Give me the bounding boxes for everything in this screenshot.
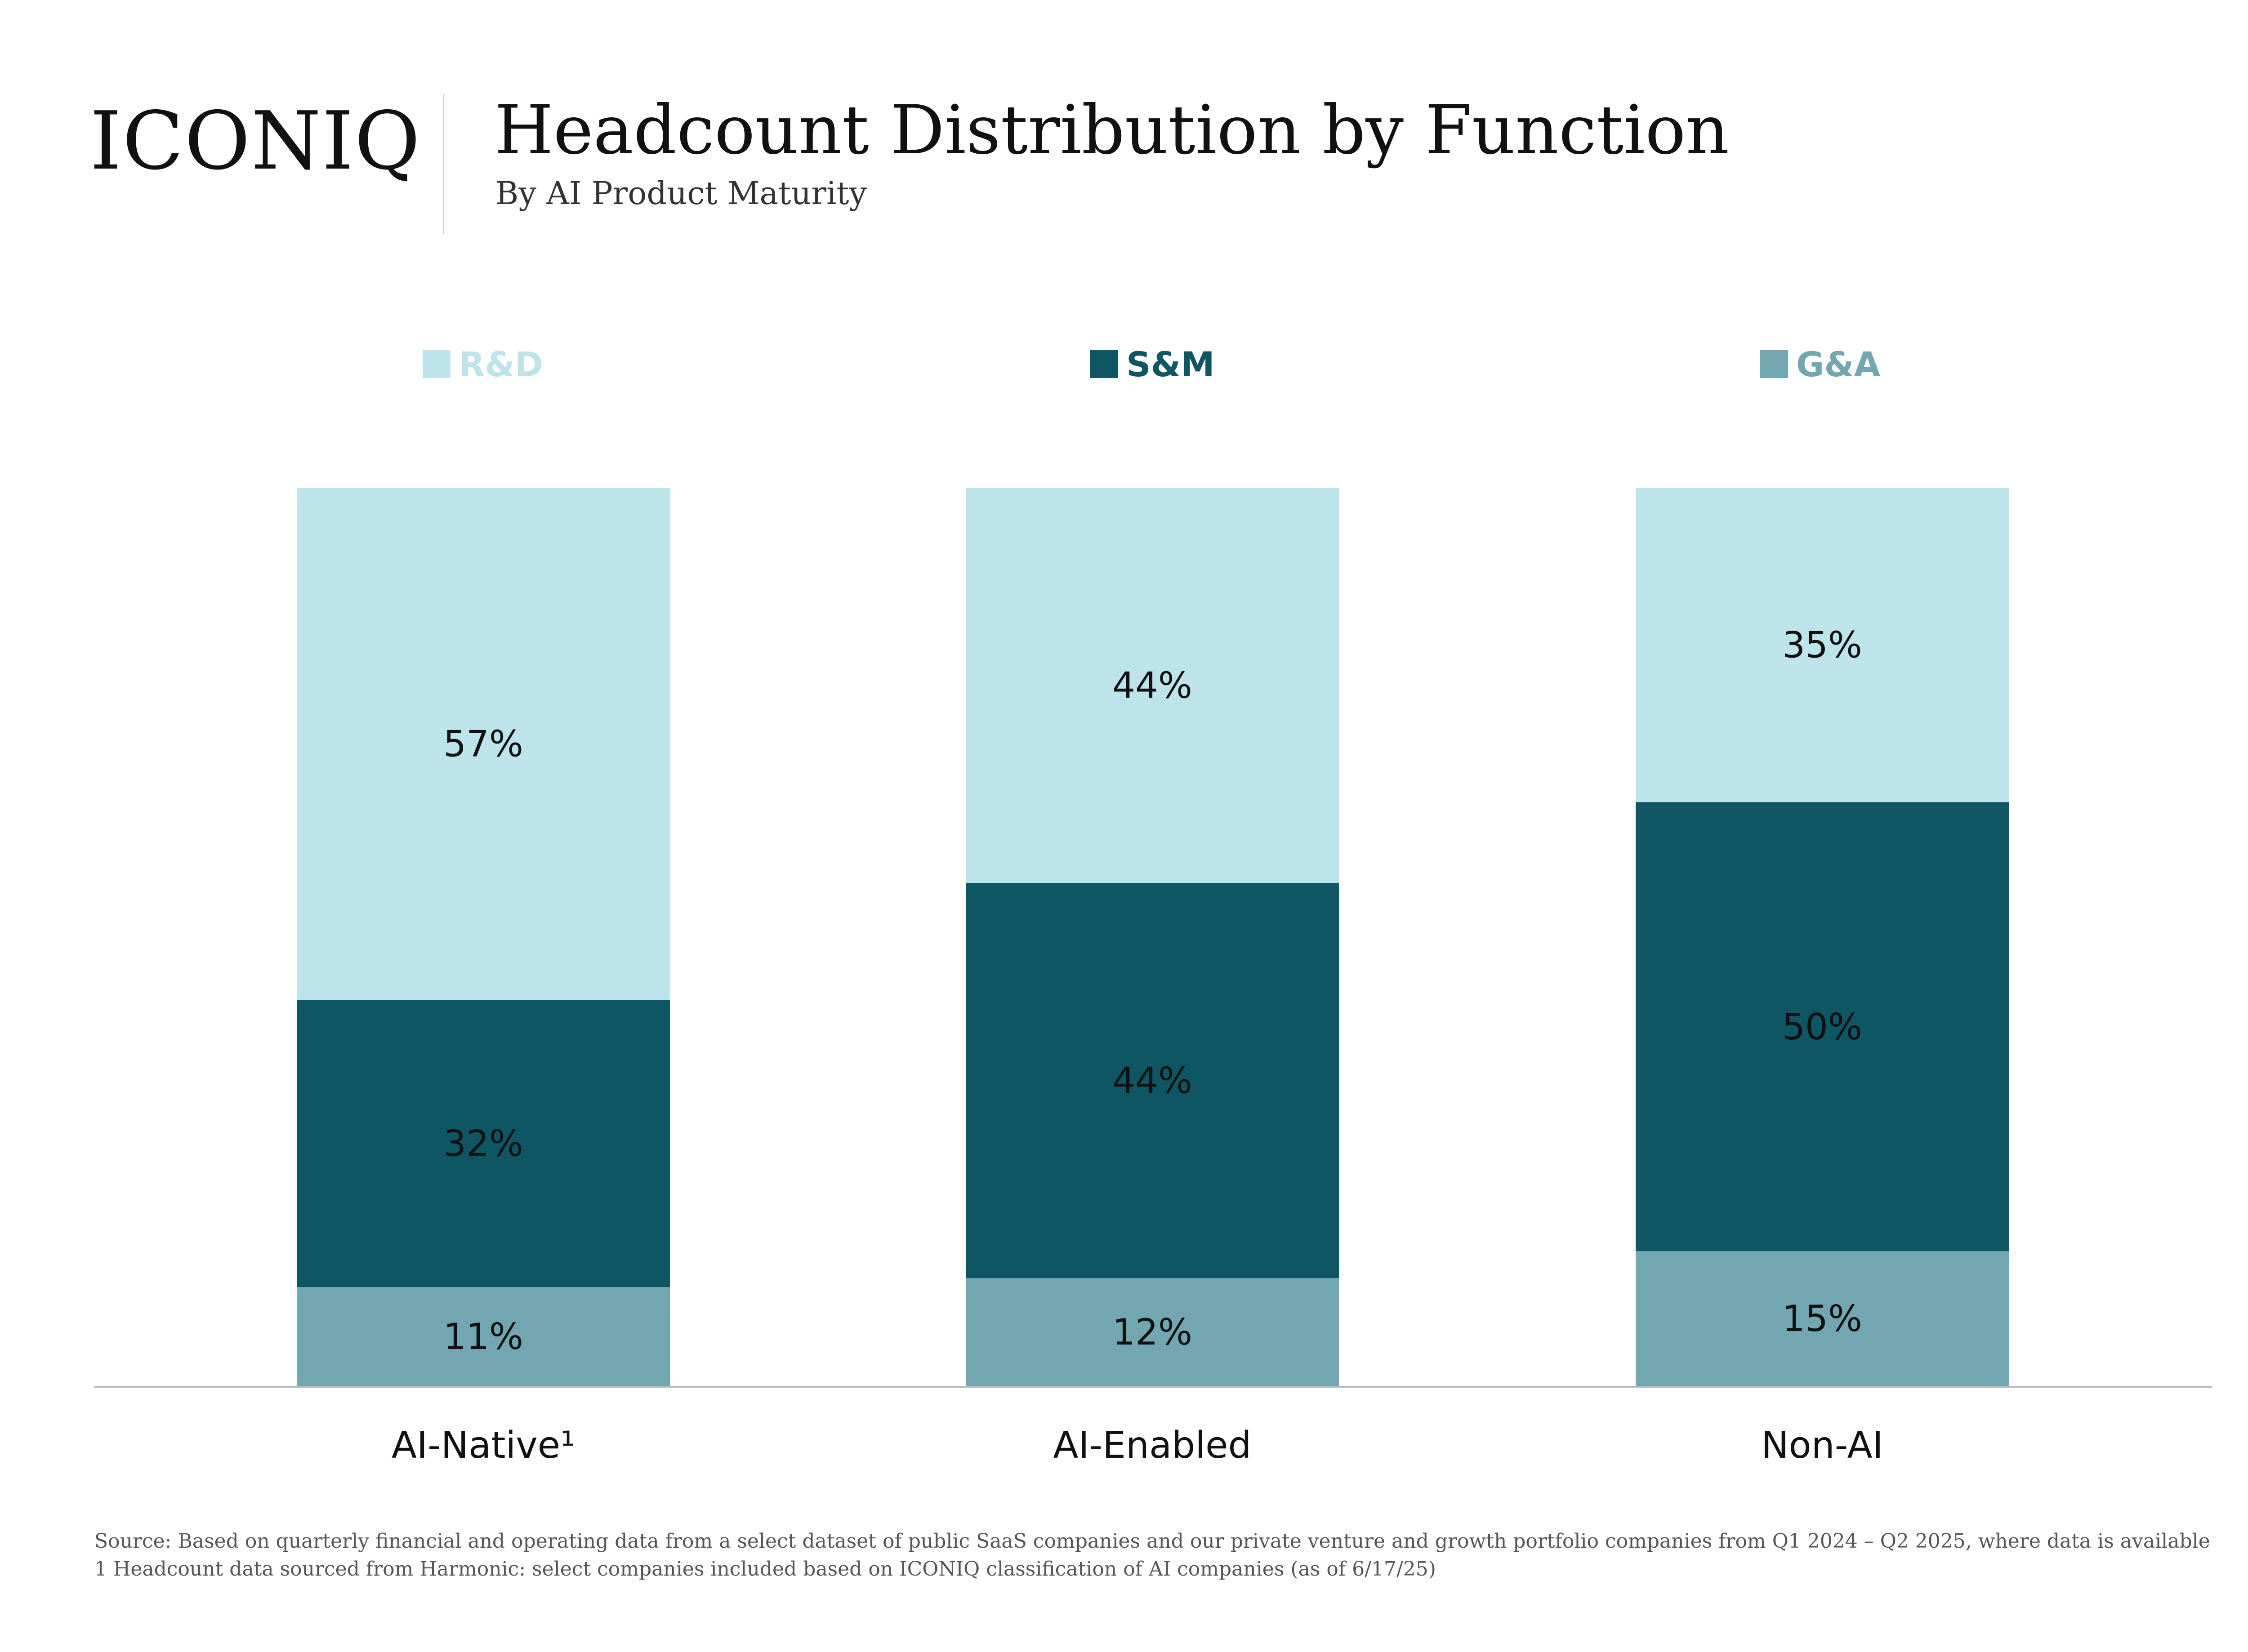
data-label-sm: 50% — [1782, 1006, 1862, 1048]
bar-segment-ga — [966, 1278, 1339, 1386]
footnote-1: 1 Headcount data sourced from Harmonic: … — [94, 1558, 1436, 1581]
data-label-ga: 15% — [1782, 1298, 1862, 1340]
bar-segment-sm — [966, 883, 1339, 1278]
source-text: Source: Based on quarterly financial and… — [94, 1530, 2210, 1553]
data-label-sm: 32% — [443, 1123, 523, 1165]
chart-title: Headcount Distribution by Function — [495, 91, 1730, 169]
data-label-rd: 35% — [1782, 624, 1862, 666]
data-label-ga: 11% — [443, 1316, 523, 1358]
legend-item-sm: S&M — [1090, 344, 1215, 384]
source-footnote: Source: Based on quarterly financial and… — [94, 1527, 2210, 1583]
legend-label-sm: S&M — [1126, 344, 1215, 384]
header-divider — [443, 94, 444, 234]
legend-item-ga: G&A — [1760, 344, 1880, 384]
iconiq-logo: ICONIQ — [90, 94, 421, 187]
category-label: AI-Native¹ — [392, 1424, 575, 1467]
bar-segment-ga — [297, 1287, 670, 1386]
bar-segment-rd — [966, 488, 1339, 883]
category-label: AI-Enabled — [1053, 1424, 1251, 1467]
data-label-rd: 57% — [443, 723, 523, 765]
bar-segment-sm — [1636, 802, 2009, 1251]
chart-subtitle: By AI Product Maturity — [495, 175, 867, 212]
legend-swatch-ga — [1760, 350, 1788, 378]
legend-swatch-sm — [1090, 350, 1118, 378]
legend-item-rd: R&D — [423, 344, 543, 384]
legend-label-ga: G&A — [1796, 344, 1881, 384]
bar-segment-rd — [1636, 488, 2009, 802]
legend-swatch-rd — [423, 350, 450, 378]
data-label-ga: 12% — [1112, 1311, 1192, 1353]
bar-segment-sm — [297, 999, 670, 1287]
bar-segment-ga — [1636, 1251, 2009, 1386]
data-label-sm: 44% — [1112, 1060, 1192, 1102]
bar-segment-rd — [297, 488, 670, 1000]
data-label-rd: 44% — [1112, 665, 1192, 707]
category-label: Non-AI — [1761, 1424, 1883, 1467]
legend-label-rd: R&D — [459, 344, 543, 384]
